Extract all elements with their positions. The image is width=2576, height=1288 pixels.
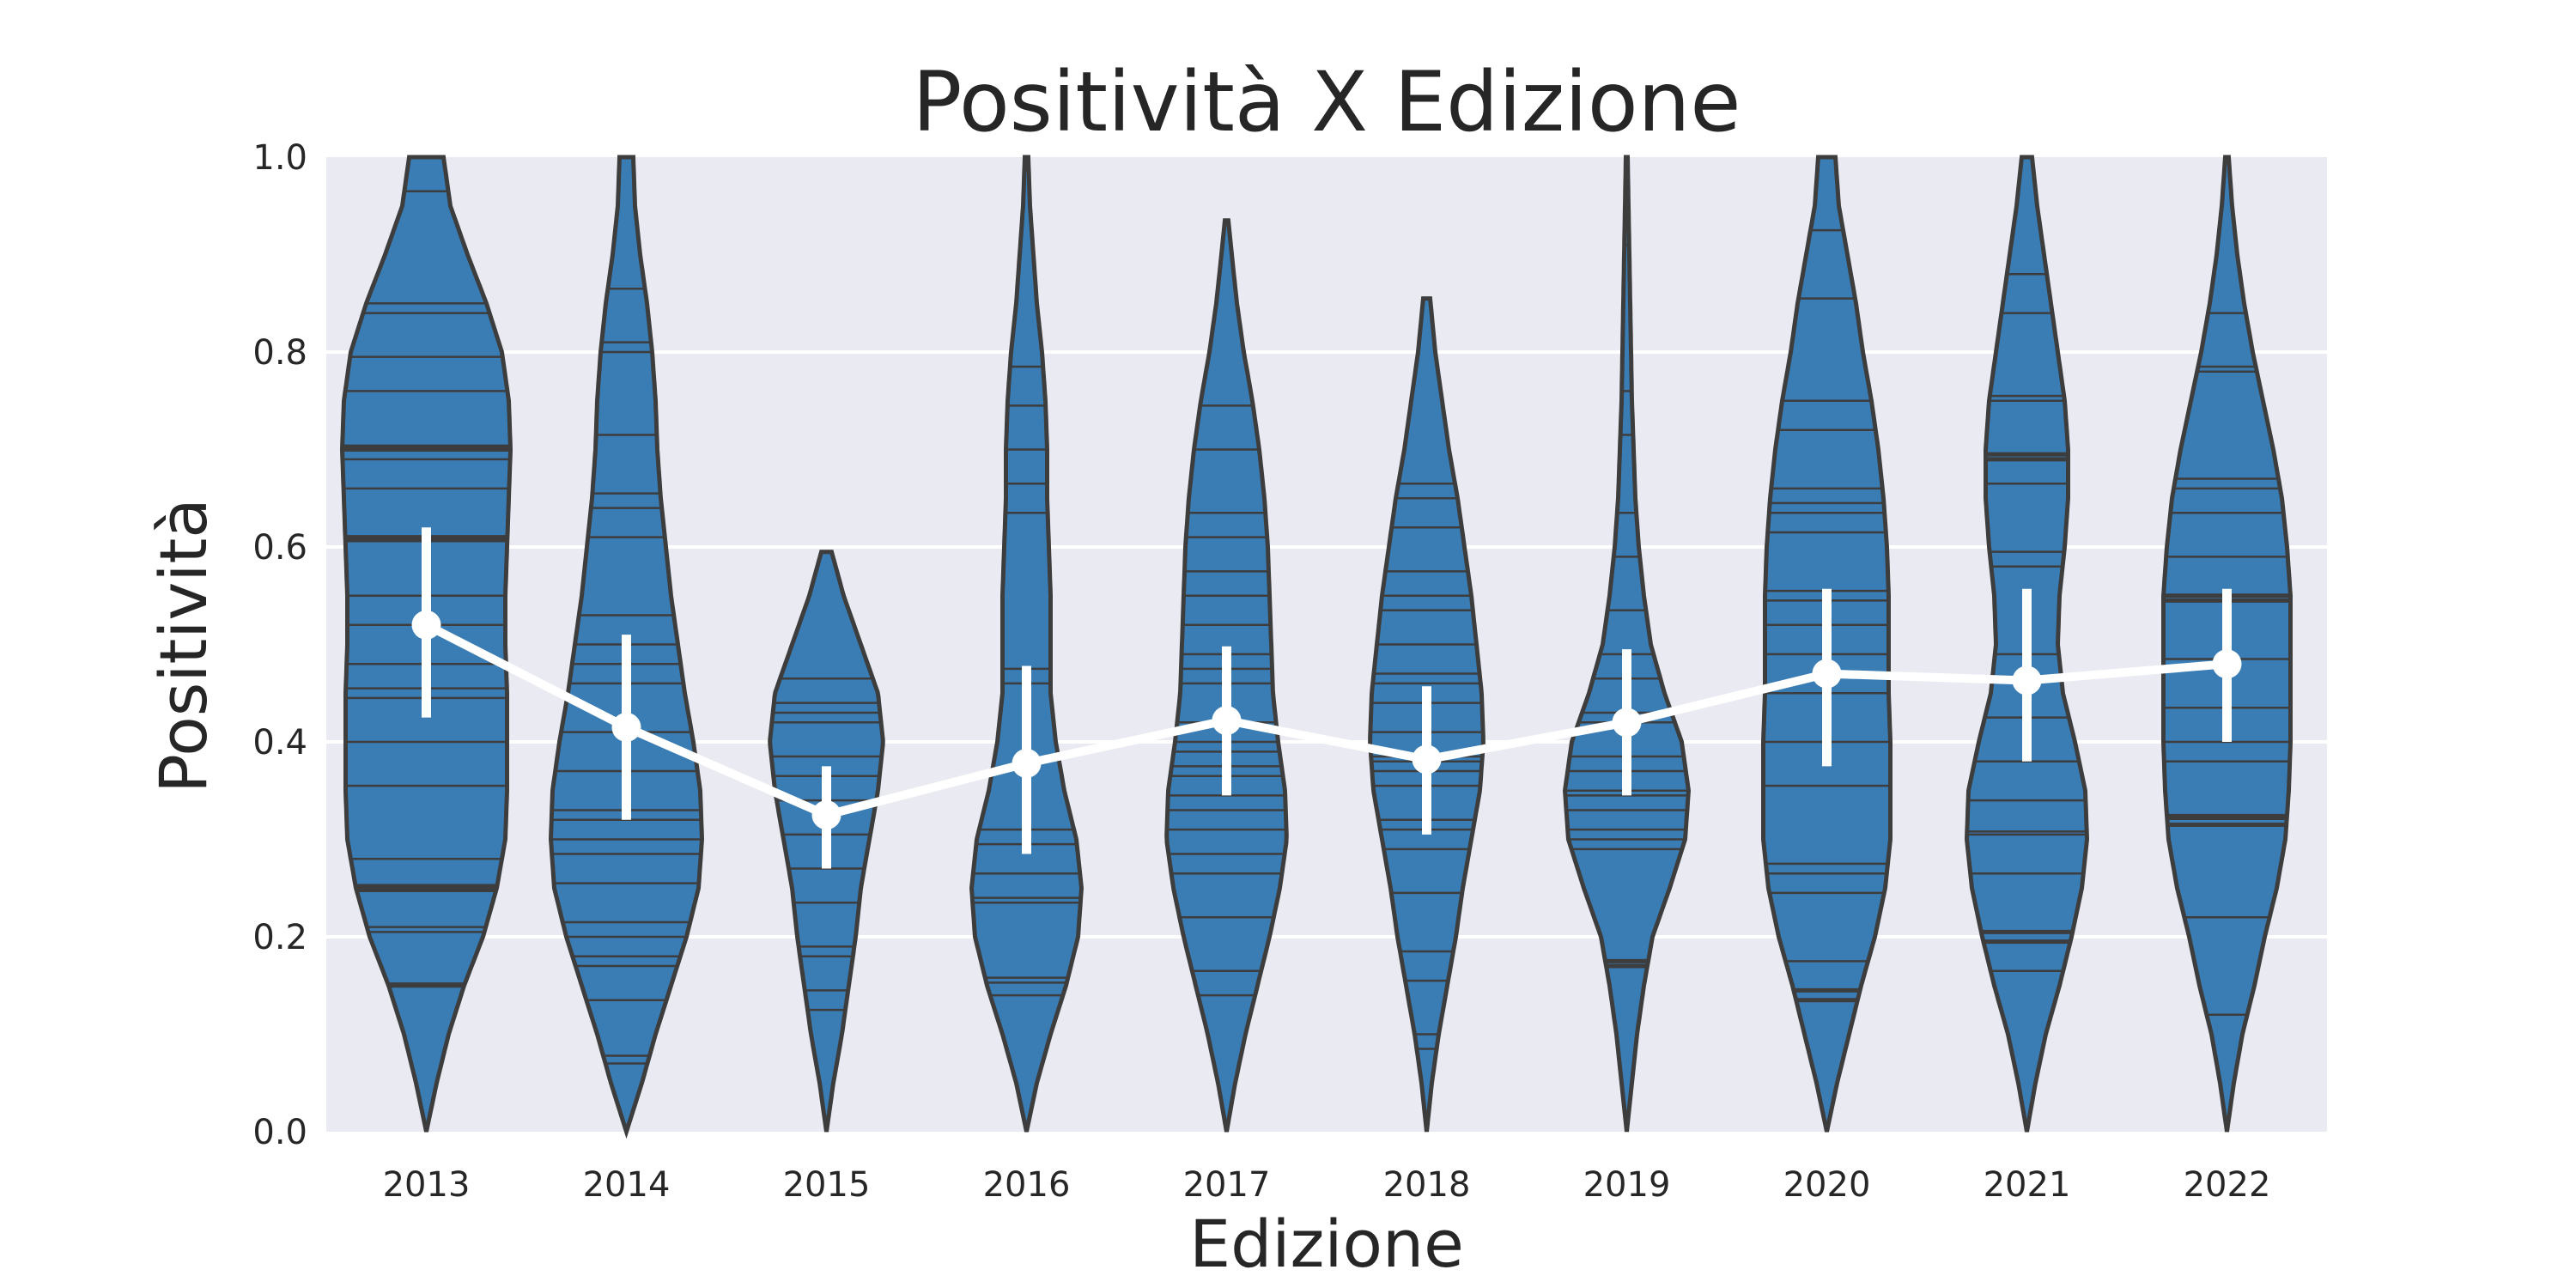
x-tick-label-2020: 2020 xyxy=(1783,1165,1871,1205)
violin-body-2016 xyxy=(969,155,1084,1133)
mean-point-2017 xyxy=(1212,706,1242,736)
mean-line xyxy=(424,621,2227,820)
mean-point-2015 xyxy=(811,800,841,830)
mean-point-2013 xyxy=(411,610,441,640)
y-tick-label: 1.0 xyxy=(252,138,307,178)
y-tick-label: 0.4 xyxy=(252,723,307,762)
mean-point-2014 xyxy=(611,712,641,742)
y-axis-label: Positività xyxy=(145,498,222,793)
y-tick-label: 0.8 xyxy=(252,333,307,373)
x-tick-label-2018: 2018 xyxy=(1383,1165,1471,1205)
mean-trend xyxy=(411,527,2242,869)
x-tick-label-2017: 2017 xyxy=(1183,1165,1271,1205)
y-tick-label: 0.0 xyxy=(252,1113,307,1152)
violin-2016 xyxy=(969,155,1084,1133)
x-tick-label-2014: 2014 xyxy=(583,1165,671,1205)
mean-point-2021 xyxy=(2012,665,2042,696)
mean-point-2022 xyxy=(2212,649,2242,679)
chart-title: Positività X Edizione xyxy=(913,54,1741,150)
mean-point-2018 xyxy=(1412,744,1442,775)
x-tick-label-2022: 2022 xyxy=(2184,1165,2271,1205)
x-tick-label-2015: 2015 xyxy=(783,1165,871,1205)
x-tick-label-2021: 2021 xyxy=(1984,1165,2071,1205)
x-tick-label-2019: 2019 xyxy=(1583,1165,1671,1205)
y-tick-label: 0.6 xyxy=(252,528,307,568)
x-tick-label-2013: 2013 xyxy=(383,1165,471,1205)
y-tick-labels: 0.0 0.2 0.4 0.6 0.8 1.0 xyxy=(252,138,307,1152)
mean-point-2016 xyxy=(1012,748,1042,778)
x-axis-label: Edizione xyxy=(1189,1206,1464,1282)
mean-point-2020 xyxy=(1812,659,1842,689)
violin-body-2019 xyxy=(1562,155,1692,1133)
y-tick-label: 0.2 xyxy=(252,918,307,957)
x-tick-label-2016: 2016 xyxy=(983,1165,1071,1205)
mean-point-2019 xyxy=(1612,708,1642,738)
x-tick-labels: 2013 2014 2015 2016 2017 2018 2019 2020 2021 2022 xyxy=(383,1165,2271,1205)
